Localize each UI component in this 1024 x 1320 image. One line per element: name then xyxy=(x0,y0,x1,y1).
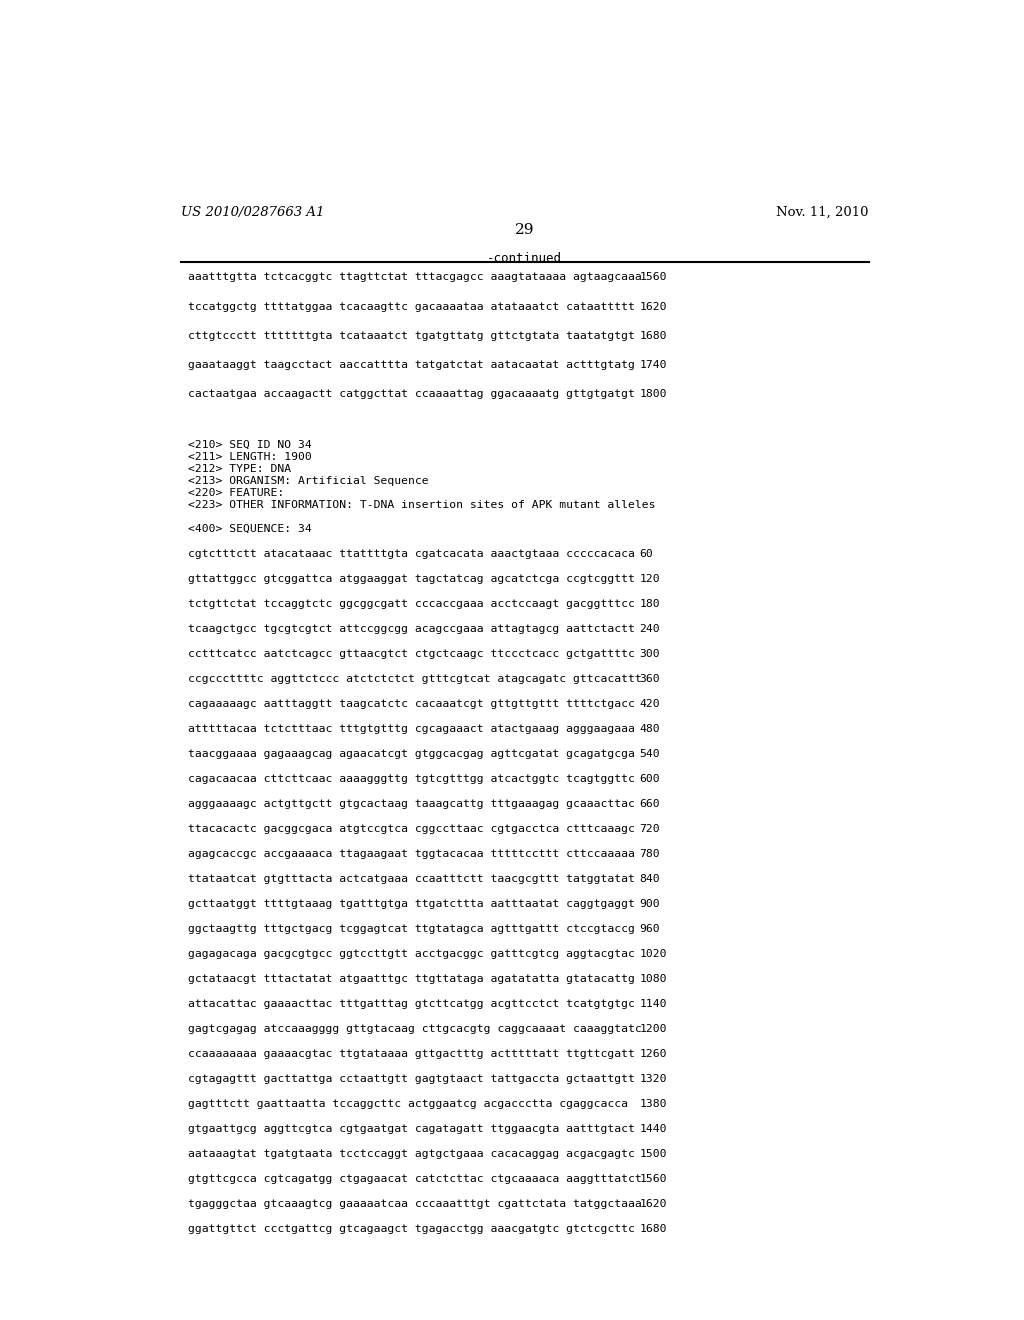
Text: agagcaccgc accgaaaaca ttagaagaat tggtacacaa tttttccttt cttccaaaaa: agagcaccgc accgaaaaca ttagaagaat tggtaca… xyxy=(188,849,635,859)
Text: 420: 420 xyxy=(640,700,660,709)
Text: gagtcgagag atccaaagggg gttgtacaag cttgcacgtg caggcaaaat caaaggtatc: gagtcgagag atccaaagggg gttgtacaag cttgca… xyxy=(188,1024,642,1035)
Text: US 2010/0287663 A1: US 2010/0287663 A1 xyxy=(180,206,324,219)
Text: 1620: 1620 xyxy=(640,1200,667,1209)
Text: <223> OTHER INFORMATION: T-DNA insertion sites of APK mutant alleles: <223> OTHER INFORMATION: T-DNA insertion… xyxy=(188,500,656,510)
Text: <210> SEQ ID NO 34: <210> SEQ ID NO 34 xyxy=(188,441,312,450)
Text: 660: 660 xyxy=(640,799,660,809)
Text: cgtagagttt gacttattga cctaattgtt gagtgtaact tattgaccta gctaattgtt: cgtagagttt gacttattga cctaattgtt gagtgta… xyxy=(188,1074,635,1084)
Text: 720: 720 xyxy=(640,824,660,834)
Text: tgagggctaa gtcaaagtcg gaaaaatcaa cccaaatttgt cgattctata tatggctaaa: tgagggctaa gtcaaagtcg gaaaaatcaa cccaaat… xyxy=(188,1200,642,1209)
Text: 1740: 1740 xyxy=(640,360,667,370)
Text: cactaatgaa accaagactt catggcttat ccaaaattag ggacaaaatg gttgtgatgt: cactaatgaa accaagactt catggcttat ccaaaat… xyxy=(188,389,635,400)
Text: 1260: 1260 xyxy=(640,1049,667,1059)
Text: 960: 960 xyxy=(640,924,660,935)
Text: cgtctttctt atacataaac ttattttgta cgatcacata aaactgtaaa cccccacaca: cgtctttctt atacataaac ttattttgta cgatcac… xyxy=(188,549,635,558)
Text: 1560: 1560 xyxy=(640,272,667,282)
Text: agggaaaagc actgttgctt gtgcactaag taaagcattg tttgaaagag gcaaacttac: agggaaaagc actgttgctt gtgcactaag taaagca… xyxy=(188,799,635,809)
Text: tcaagctgcc tgcgtcgtct attccggcgg acagccgaaa attagtagcg aattctactt: tcaagctgcc tgcgtcgtct attccggcgg acagccg… xyxy=(188,624,635,634)
Text: ccaaaaaaaa gaaaacgtac ttgtataaaa gttgactttg actttttatt ttgttcgatt: ccaaaaaaaa gaaaacgtac ttgtataaaa gttgact… xyxy=(188,1049,635,1059)
Text: <212> TYPE: DNA: <212> TYPE: DNA xyxy=(188,465,292,474)
Text: gtgaattgcg aggttcgtca cgtgaatgat cagatagatt ttggaacgta aatttgtact: gtgaattgcg aggttcgtca cgtgaatgat cagatag… xyxy=(188,1125,635,1134)
Text: ttataatcat gtgtttacta actcatgaaa ccaatttctt taacgcgttt tatggtatat: ttataatcat gtgtttacta actcatgaaa ccaattt… xyxy=(188,874,635,884)
Text: 1440: 1440 xyxy=(640,1125,667,1134)
Text: 1800: 1800 xyxy=(640,389,667,400)
Text: 300: 300 xyxy=(640,649,660,659)
Text: cagacaacaa cttcttcaac aaaagggttg tgtcgtttgg atcactggtc tcagtggttc: cagacaacaa cttcttcaac aaaagggttg tgtcgtt… xyxy=(188,774,635,784)
Text: gagagacaga gacgcgtgcc ggtccttgtt acctgacggc gatttcgtcg aggtacgtac: gagagacaga gacgcgtgcc ggtccttgtt acctgac… xyxy=(188,949,635,960)
Text: <213> ORGANISM: Artificial Sequence: <213> ORGANISM: Artificial Sequence xyxy=(188,477,429,486)
Text: 1500: 1500 xyxy=(640,1150,667,1159)
Text: 1020: 1020 xyxy=(640,949,667,960)
Text: taacggaaaa gagaaagcag agaacatcgt gtggcacgag agttcgatat gcagatgcga: taacggaaaa gagaaagcag agaacatcgt gtggcac… xyxy=(188,748,635,759)
Text: 60: 60 xyxy=(640,549,653,558)
Text: ggctaagttg tttgctgacg tcggagtcat ttgtatagca agtttgattt ctccgtaccg: ggctaagttg tttgctgacg tcggagtcat ttgtata… xyxy=(188,924,635,935)
Text: <220> FEATURE:: <220> FEATURE: xyxy=(188,488,285,498)
Text: <211> LENGTH: 1900: <211> LENGTH: 1900 xyxy=(188,453,312,462)
Text: 1620: 1620 xyxy=(640,302,667,312)
Text: cagaaaaagc aatttaggtt taagcatctc cacaaatcgt gttgttgttt ttttctgacc: cagaaaaagc aatttaggtt taagcatctc cacaaat… xyxy=(188,700,635,709)
Text: tctgttctat tccaggtctc ggcggcgatt cccaccgaaa acctccaagt gacggtttcc: tctgttctat tccaggtctc ggcggcgatt cccaccg… xyxy=(188,599,635,609)
Text: ccgcccttttc aggttctccc atctctctct gtttcgtcat atagcagatc gttcacattt: ccgcccttttc aggttctccc atctctctct gtttcg… xyxy=(188,675,642,684)
Text: ttacacactc gacggcgaca atgtccgtca cggccttaac cgtgacctca ctttcaaagc: ttacacactc gacggcgaca atgtccgtca cggcctt… xyxy=(188,824,635,834)
Text: aaatttgtta tctcacggtc ttagttctat tttacgagcc aaagtataaaa agtaagcaaa: aaatttgtta tctcacggtc ttagttctat tttacga… xyxy=(188,272,642,282)
Text: 600: 600 xyxy=(640,774,660,784)
Text: gttattggcc gtcggattca atggaaggat tagctatcag agcatctcga ccgtcggttt: gttattggcc gtcggattca atggaaggat tagctat… xyxy=(188,574,635,583)
Text: 1080: 1080 xyxy=(640,974,667,985)
Text: Nov. 11, 2010: Nov. 11, 2010 xyxy=(776,206,869,219)
Text: -continued: -continued xyxy=(487,252,562,265)
Text: gtgttcgcca cgtcagatgg ctgagaacat catctcttac ctgcaaaaca aaggtttatct: gtgttcgcca cgtcagatgg ctgagaacat catctct… xyxy=(188,1175,642,1184)
Text: 1380: 1380 xyxy=(640,1100,667,1109)
Text: attacattac gaaaacttac tttgatttag gtcttcatgg acgttcctct tcatgtgtgc: attacattac gaaaacttac tttgatttag gtcttca… xyxy=(188,999,635,1010)
Text: 180: 180 xyxy=(640,599,660,609)
Text: 120: 120 xyxy=(640,574,660,583)
Text: 29: 29 xyxy=(515,223,535,238)
Text: 360: 360 xyxy=(640,675,660,684)
Text: 1680: 1680 xyxy=(640,331,667,341)
Text: cctttcatcc aatctcagcc gttaacgtct ctgctcaagc ttccctcacc gctgattttc: cctttcatcc aatctcagcc gttaacgtct ctgctca… xyxy=(188,649,635,659)
Text: 480: 480 xyxy=(640,723,660,734)
Text: 840: 840 xyxy=(640,874,660,884)
Text: aataaagtat tgatgtaata tcctccaggt agtgctgaaa cacacaggag acgacgagtc: aataaagtat tgatgtaata tcctccaggt agtgctg… xyxy=(188,1150,635,1159)
Text: gctataacgt tttactatat atgaatttgc ttgttataga agatatatta gtatacattg: gctataacgt tttactatat atgaatttgc ttgttat… xyxy=(188,974,635,985)
Text: 900: 900 xyxy=(640,899,660,909)
Text: tccatggctg ttttatggaa tcacaagttc gacaaaataa atataaatct cataattttt: tccatggctg ttttatggaa tcacaagttc gacaaaa… xyxy=(188,302,635,312)
Text: 780: 780 xyxy=(640,849,660,859)
Text: gaaataaggt taagcctact aaccatttta tatgatctat aatacaatat actttgtatg: gaaataaggt taagcctact aaccatttta tatgatc… xyxy=(188,360,635,370)
Text: <400> SEQUENCE: 34: <400> SEQUENCE: 34 xyxy=(188,524,312,535)
Text: 540: 540 xyxy=(640,748,660,759)
Text: 240: 240 xyxy=(640,624,660,634)
Text: 1140: 1140 xyxy=(640,999,667,1010)
Text: 1200: 1200 xyxy=(640,1024,667,1035)
Text: 1560: 1560 xyxy=(640,1175,667,1184)
Text: ggattgttct ccctgattcg gtcagaagct tgagacctgg aaacgatgtc gtctcgcttc: ggattgttct ccctgattcg gtcagaagct tgagacc… xyxy=(188,1225,635,1234)
Text: 1320: 1320 xyxy=(640,1074,667,1084)
Text: atttttacaa tctctttaac tttgtgtttg cgcagaaact atactgaaag agggaagaaa: atttttacaa tctctttaac tttgtgtttg cgcagaa… xyxy=(188,723,635,734)
Text: 1680: 1680 xyxy=(640,1225,667,1234)
Text: gcttaatggt ttttgtaaag tgatttgtga ttgatcttta aatttaatat caggtgaggt: gcttaatggt ttttgtaaag tgatttgtga ttgatct… xyxy=(188,899,635,909)
Text: cttgtccctt tttttttgta tcataaatct tgatgttatg gttctgtata taatatgtgt: cttgtccctt tttttttgta tcataaatct tgatgtt… xyxy=(188,331,635,341)
Text: gagtttctt gaattaatta tccaggcttc actggaatcg acgaccctta cgaggcacca: gagtttctt gaattaatta tccaggcttc actggaat… xyxy=(188,1100,629,1109)
